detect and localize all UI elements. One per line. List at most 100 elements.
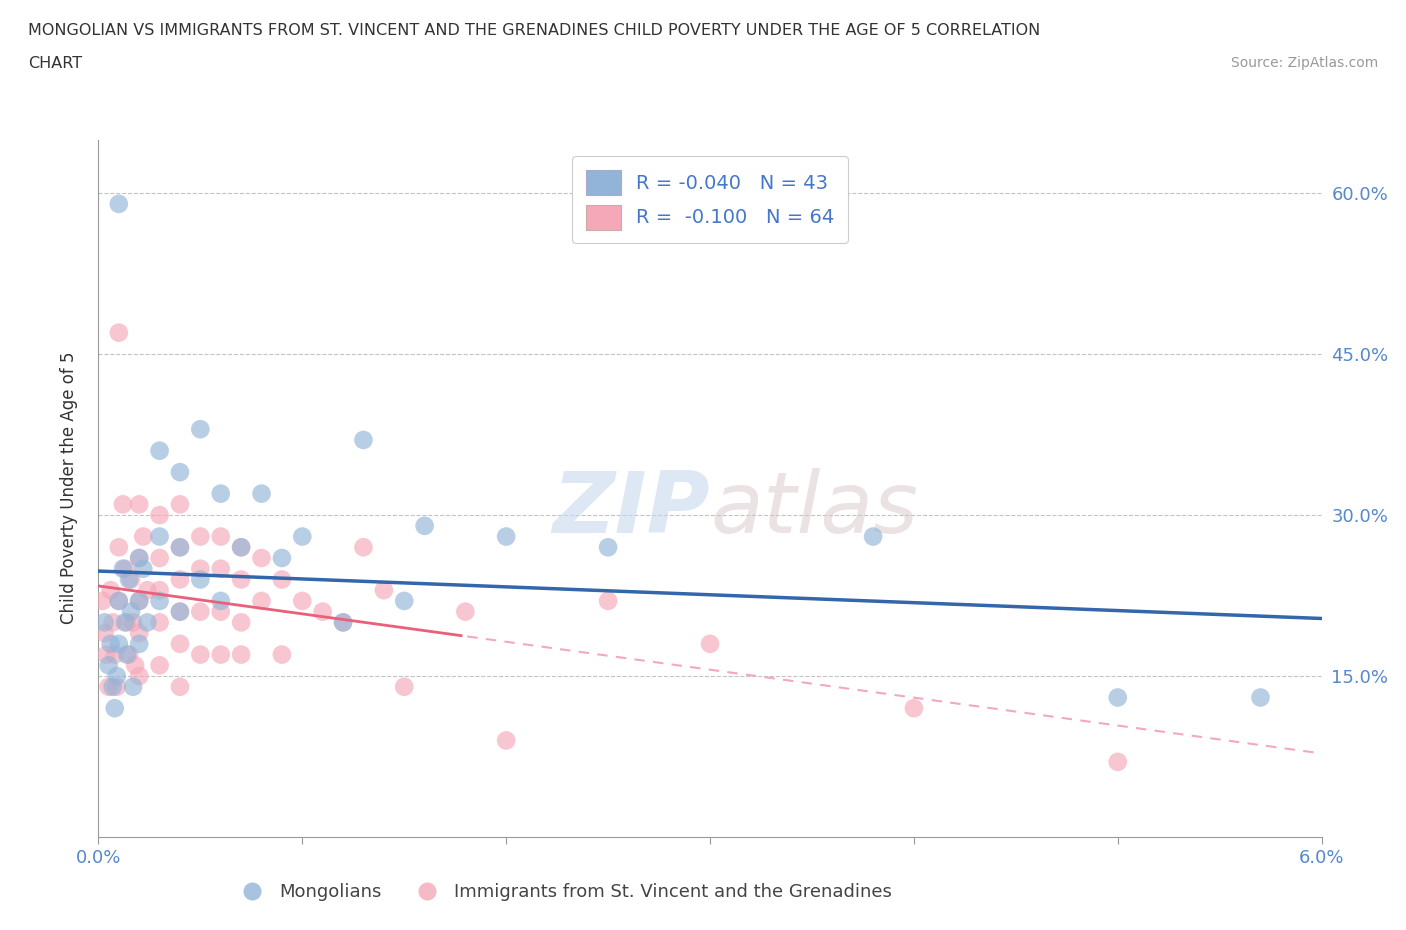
- Point: [495, 733, 517, 748]
- Text: CHART: CHART: [28, 56, 82, 71]
- Point: [108, 539, 131, 554]
- Point: [250, 593, 273, 608]
- Point: [311, 604, 335, 619]
- Point: [231, 647, 253, 662]
- Point: [270, 647, 292, 662]
- Point: [392, 679, 416, 694]
- Point: [128, 593, 150, 608]
- Point: [124, 658, 146, 672]
- Point: [862, 529, 884, 544]
- Point: [188, 529, 212, 544]
- Point: [209, 593, 232, 608]
- Point: [149, 508, 172, 523]
- Point: [97, 658, 120, 672]
- Point: [231, 539, 253, 554]
- Point: [250, 486, 273, 501]
- Point: [149, 444, 172, 458]
- Point: [1107, 690, 1129, 705]
- Point: [128, 551, 150, 565]
- Point: [699, 636, 721, 651]
- Point: [108, 593, 131, 608]
- Point: [209, 604, 232, 619]
- Point: [149, 658, 172, 672]
- Point: [93, 626, 115, 641]
- Point: [149, 615, 172, 630]
- Point: [97, 679, 120, 694]
- Point: [132, 529, 155, 544]
- Point: [115, 615, 138, 630]
- Point: [332, 615, 354, 630]
- Point: [149, 583, 172, 598]
- Point: [108, 326, 131, 340]
- Legend: Mongolians, Immigrants from St. Vincent and the Grenadines: Mongolians, Immigrants from St. Vincent …: [228, 876, 900, 909]
- Point: [105, 679, 128, 694]
- Point: [598, 593, 620, 608]
- Point: [169, 636, 191, 651]
- Point: [1107, 754, 1129, 769]
- Point: [108, 636, 131, 651]
- Point: [454, 604, 477, 619]
- Point: [169, 679, 191, 694]
- Point: [188, 604, 212, 619]
- Point: [132, 562, 155, 577]
- Point: [903, 701, 925, 716]
- Point: [149, 551, 172, 565]
- Point: [149, 529, 172, 544]
- Point: [209, 562, 232, 577]
- Point: [188, 647, 212, 662]
- Point: [169, 497, 191, 512]
- Point: [250, 551, 273, 565]
- Point: [598, 539, 620, 554]
- Point: [373, 583, 395, 598]
- Text: atlas: atlas: [710, 468, 918, 551]
- Point: [128, 669, 150, 684]
- Point: [108, 196, 131, 211]
- Point: [104, 647, 127, 662]
- Point: [231, 615, 253, 630]
- Point: [332, 615, 354, 630]
- Point: [101, 679, 124, 694]
- Point: [100, 583, 122, 598]
- Point: [169, 465, 191, 480]
- Point: [270, 551, 292, 565]
- Point: [105, 669, 128, 684]
- Point: [495, 529, 517, 544]
- Point: [209, 647, 232, 662]
- Point: [169, 572, 191, 587]
- Text: ZIP: ZIP: [553, 468, 710, 551]
- Point: [120, 572, 142, 587]
- Point: [169, 604, 191, 619]
- Point: [96, 647, 118, 662]
- Text: MONGOLIAN VS IMMIGRANTS FROM ST. VINCENT AND THE GRENADINES CHILD POVERTY UNDER : MONGOLIAN VS IMMIGRANTS FROM ST. VINCENT…: [28, 23, 1040, 38]
- Point: [104, 701, 127, 716]
- Point: [352, 539, 374, 554]
- Point: [352, 432, 374, 447]
- Point: [118, 572, 141, 587]
- Point: [209, 486, 232, 501]
- Text: Source: ZipAtlas.com: Source: ZipAtlas.com: [1230, 56, 1378, 70]
- Point: [188, 562, 212, 577]
- Point: [169, 539, 191, 554]
- Point: [136, 615, 159, 630]
- Point: [115, 647, 138, 662]
- Point: [120, 604, 142, 619]
- Point: [128, 551, 150, 565]
- Point: [231, 539, 253, 554]
- Point: [188, 572, 212, 587]
- Point: [128, 593, 150, 608]
- Point: [291, 529, 314, 544]
- Point: [128, 497, 150, 512]
- Point: [270, 572, 292, 587]
- Point: [392, 593, 416, 608]
- Point: [118, 647, 141, 662]
- Point: [128, 626, 150, 641]
- Point: [111, 562, 134, 577]
- Point: [91, 593, 114, 608]
- Point: [169, 539, 191, 554]
- Point: [149, 593, 172, 608]
- Point: [128, 636, 150, 651]
- Point: [291, 593, 314, 608]
- Point: [1249, 690, 1271, 705]
- Point: [108, 593, 131, 608]
- Point: [136, 583, 159, 598]
